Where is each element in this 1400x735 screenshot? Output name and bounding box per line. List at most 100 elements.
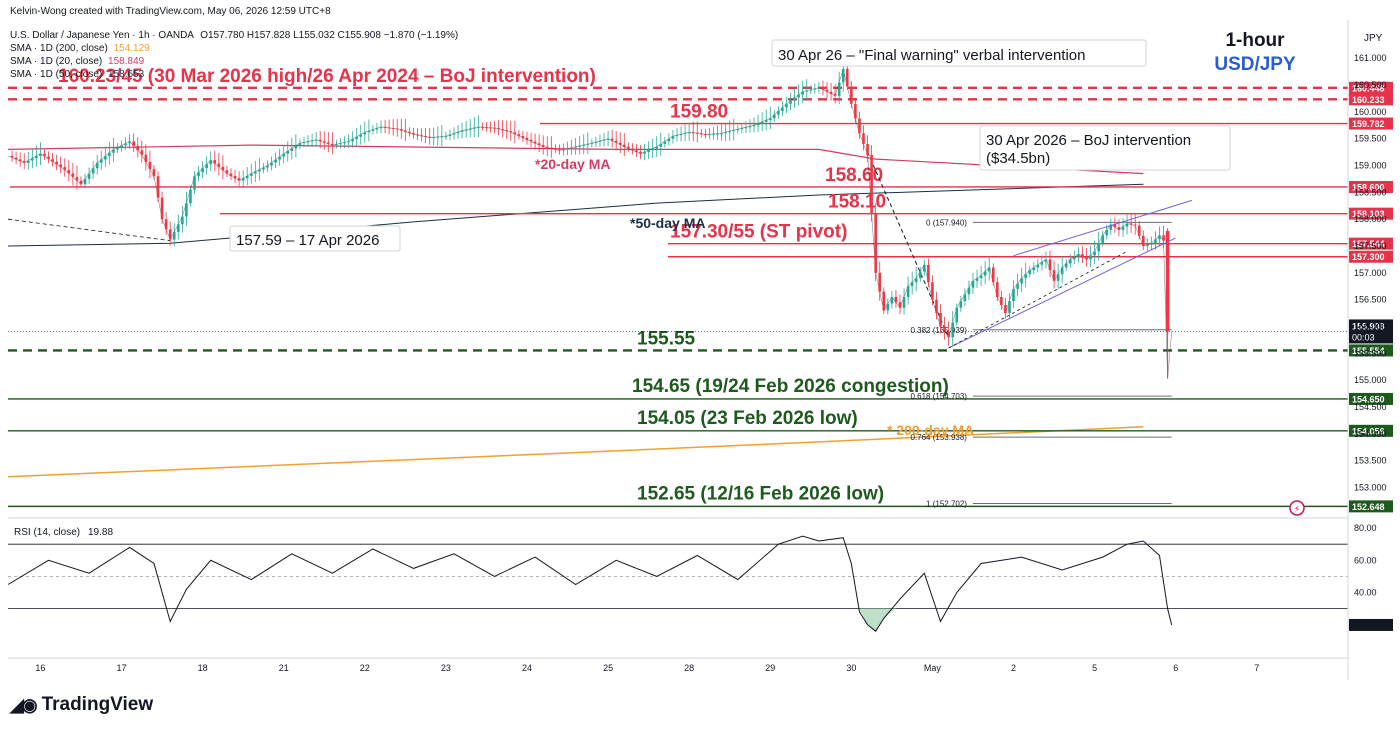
candle-body: [967, 287, 971, 295]
candle-body: [570, 147, 573, 149]
candle-body: [785, 103, 788, 108]
candle-body: [679, 134, 683, 136]
annotation-boj-intervention: 30 Apr 2026 – BoJ intervention: [986, 132, 1191, 149]
time-tick-label: 22: [360, 663, 370, 673]
candle-body: [266, 165, 269, 168]
candle-body: [1052, 270, 1056, 281]
candle-body: [1162, 235, 1165, 241]
annotation-boj-box: [979, 125, 1231, 171]
candle-body: [43, 153, 46, 157]
sma20-legend-label: SMA · 1D (20, close): [10, 56, 103, 67]
level-label: 154.05 (23 Feb 2026 low): [637, 408, 858, 429]
candle-body: [906, 286, 910, 297]
sma200-legend[interactable]: SMA · 1D (200, close) 154.129: [10, 43, 150, 55]
symbol-name[interactable]: U.S. Dollar / Japanese Yen · 1h · OANDA: [10, 30, 194, 41]
time-tick-label: May: [924, 663, 942, 673]
candle-body: [837, 82, 841, 96]
candle-body: [1101, 235, 1105, 244]
candle-body: [432, 137, 436, 139]
candle-body: [395, 128, 399, 130]
candle-body: [181, 216, 184, 225]
candle-body: [562, 149, 565, 151]
candle-body: [845, 68, 849, 87]
candle-body: [63, 167, 67, 170]
candle-body: [387, 127, 391, 129]
tradingview-logo[interactable]: ◢◉ TradingView: [10, 694, 153, 716]
candle-body: [720, 133, 723, 135]
candle-body: [1085, 256, 1088, 260]
candle-body: [574, 146, 577, 148]
candle-body: [517, 134, 521, 137]
candle-body: [736, 129, 740, 131]
level-axis-badge: [1349, 424, 1393, 437]
sma50-line: [7, 183, 1144, 247]
rsi-title: RSI (14, close): [14, 527, 80, 538]
candle-body: [233, 175, 237, 179]
candle-body: [1077, 254, 1080, 257]
level-axis-badge: [1349, 207, 1393, 220]
level-axis-badge: [1349, 250, 1393, 263]
candle-body: [829, 91, 833, 94]
candle-body: [193, 176, 196, 190]
candle-body: [578, 145, 581, 147]
candle-body: [472, 127, 476, 129]
candle-body: [1073, 256, 1076, 260]
candle-body: [781, 107, 784, 112]
annotation-apr17-low-box: [229, 225, 401, 252]
candle-body: [189, 189, 192, 204]
candle-body: [586, 143, 590, 145]
level-axis-value: 155.554: [1352, 346, 1385, 356]
candle-body: [424, 136, 427, 138]
candle-body: [205, 164, 208, 169]
candle-body: [643, 151, 646, 154]
candle-body: [1032, 267, 1036, 271]
candle-body: [663, 141, 667, 145]
candle-body: [481, 126, 484, 128]
candle-body: [910, 282, 914, 287]
candle-body: [1060, 267, 1064, 275]
level-axis-value: 157.544: [1352, 239, 1385, 249]
candle-body: [691, 132, 695, 134]
timeframe-label: 1-hour: [1225, 30, 1285, 51]
candle-body: [602, 139, 606, 141]
symbol-line: U.S. Dollar / Japanese Yen · 1h · OANDA …: [10, 30, 458, 42]
candle-body: [408, 131, 411, 134]
candle-body: [1093, 251, 1096, 256]
time-tick-label: 25: [603, 663, 613, 673]
candle-body: [760, 121, 764, 124]
candle-body: [262, 167, 265, 170]
candle-body: [209, 160, 213, 165]
level-label: 152.65 (12/16 Feb 2026 low): [637, 483, 884, 504]
sma20-legend[interactable]: SMA · 1D (20, close) 158.849: [10, 56, 144, 68]
level-axis-badge: [1349, 392, 1393, 405]
candle-body: [1016, 283, 1019, 289]
candle-body: [1004, 305, 1007, 314]
candle-body: [971, 280, 975, 288]
candle-body: [923, 264, 926, 272]
candle-body: [399, 129, 403, 131]
candle-body: [744, 127, 748, 129]
fib-label: 0.764 (153.938): [910, 433, 967, 442]
candle-body: [1137, 225, 1141, 236]
candle-body: [983, 271, 987, 276]
level-axis-value: 160.448: [1352, 83, 1385, 93]
candle-body: [412, 133, 415, 135]
price-tick-label: 158.500: [1354, 187, 1387, 197]
level-label: 157.30/55 (ST pivot): [670, 222, 847, 243]
candle-body: [768, 118, 772, 121]
sma200-legend-value: 154.129: [113, 43, 150, 54]
sma50-legend[interactable]: SMA · 1D (50, close) 158.653: [10, 69, 144, 81]
candle-body: [1036, 264, 1040, 268]
candle-body: [1146, 244, 1149, 247]
fib-label: 0.382 (155.939): [910, 326, 967, 335]
lightning-icon: [1289, 500, 1305, 516]
level-label: 160.23/45 (30 Mar 2026 high/26 Apr 2024 …: [58, 66, 596, 87]
candle-body: [132, 141, 135, 146]
candle-body: [667, 138, 671, 142]
time-tick-label: 23: [441, 663, 451, 673]
time-tick-label: 18: [198, 663, 208, 673]
level-axis-value: 159.782: [1352, 119, 1385, 129]
candle-body: [1020, 278, 1023, 284]
time-tick-label: 5: [1092, 663, 1097, 673]
